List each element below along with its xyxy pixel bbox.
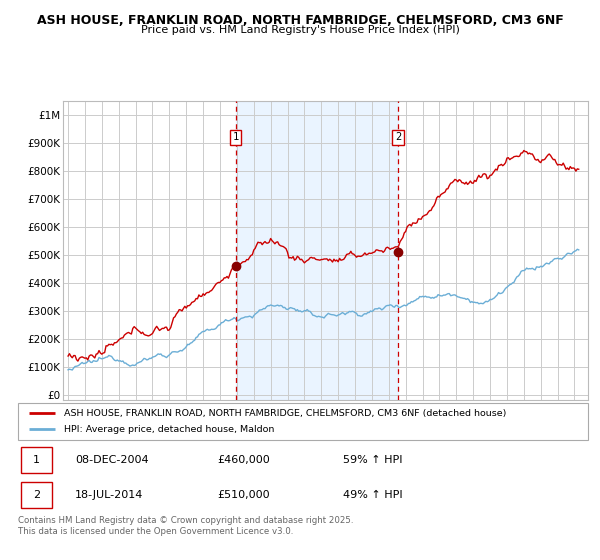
- Text: £460,000: £460,000: [218, 455, 270, 465]
- Text: 08-DEC-2004: 08-DEC-2004: [75, 455, 149, 465]
- Bar: [21, 482, 52, 508]
- Bar: [236, 101, 398, 400]
- Text: Contains HM Land Registry data © Crown copyright and database right 2025.
This d: Contains HM Land Registry data © Crown c…: [18, 516, 353, 536]
- Bar: [21, 447, 52, 473]
- Text: 18-JUL-2014: 18-JUL-2014: [75, 490, 143, 500]
- Text: £510,000: £510,000: [218, 490, 270, 500]
- Text: 1: 1: [33, 455, 40, 465]
- Text: 2: 2: [395, 132, 401, 142]
- Text: 59% ↑ HPI: 59% ↑ HPI: [343, 455, 403, 465]
- Text: 2: 2: [33, 490, 40, 500]
- Text: ASH HOUSE, FRANKLIN ROAD, NORTH FAMBRIDGE, CHELMSFORD, CM3 6NF: ASH HOUSE, FRANKLIN ROAD, NORTH FAMBRIDG…: [37, 14, 563, 27]
- Text: 49% ↑ HPI: 49% ↑ HPI: [343, 490, 403, 500]
- Text: HPI: Average price, detached house, Maldon: HPI: Average price, detached house, Mald…: [64, 425, 274, 434]
- Text: ASH HOUSE, FRANKLIN ROAD, NORTH FAMBRIDGE, CHELMSFORD, CM3 6NF (detached house): ASH HOUSE, FRANKLIN ROAD, NORTH FAMBRIDG…: [64, 409, 506, 418]
- Text: Price paid vs. HM Land Registry's House Price Index (HPI): Price paid vs. HM Land Registry's House …: [140, 25, 460, 35]
- Text: 1: 1: [232, 132, 239, 142]
